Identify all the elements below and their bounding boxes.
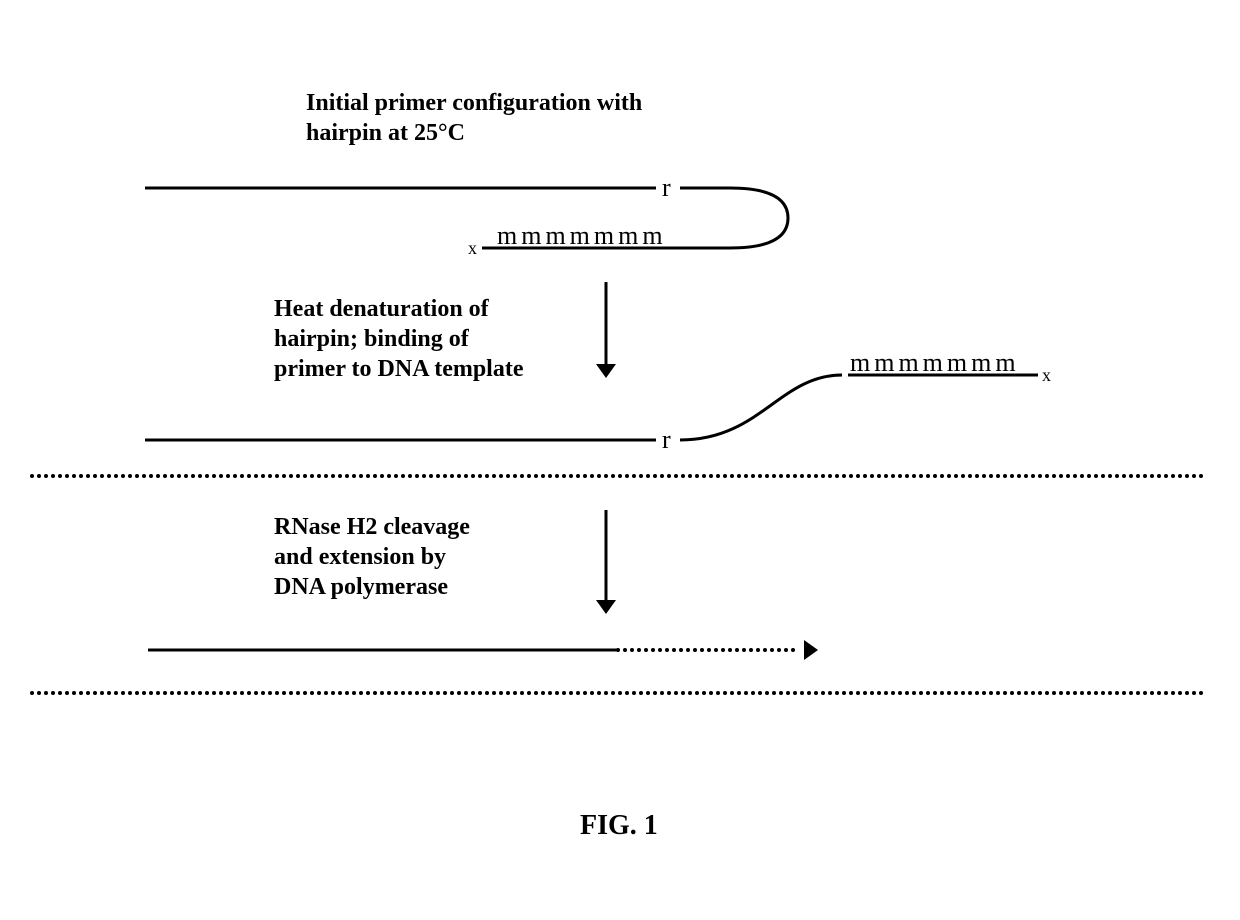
r-label-2: r	[662, 425, 671, 454]
primer-with-tail	[145, 375, 842, 440]
m-sequence-2: mmmmmmm	[850, 348, 1020, 377]
x-label-1: x	[468, 238, 477, 258]
caption-step3: RNase H2 cleavage and extension by DNA p…	[274, 512, 470, 602]
x-label-2: x	[1042, 365, 1051, 385]
caption-step1: Initial primer configuration with hairpi…	[306, 88, 642, 148]
stage1-hairpin: r x mmmmmmm	[145, 173, 788, 258]
r-label-1: r	[662, 173, 671, 202]
stage3-extension	[148, 640, 818, 660]
arrow-step1to2	[596, 282, 616, 378]
template-strand-1	[30, 474, 1203, 478]
m-sequence-1: mmmmmmm	[497, 221, 667, 250]
arrow-step2to3	[596, 510, 616, 614]
figure-label: FIG. 1	[580, 810, 658, 842]
hairpin-path	[145, 188, 788, 248]
caption-step2: Heat denaturation of hairpin; binding of…	[274, 294, 524, 384]
template-strand-2	[30, 691, 1203, 695]
